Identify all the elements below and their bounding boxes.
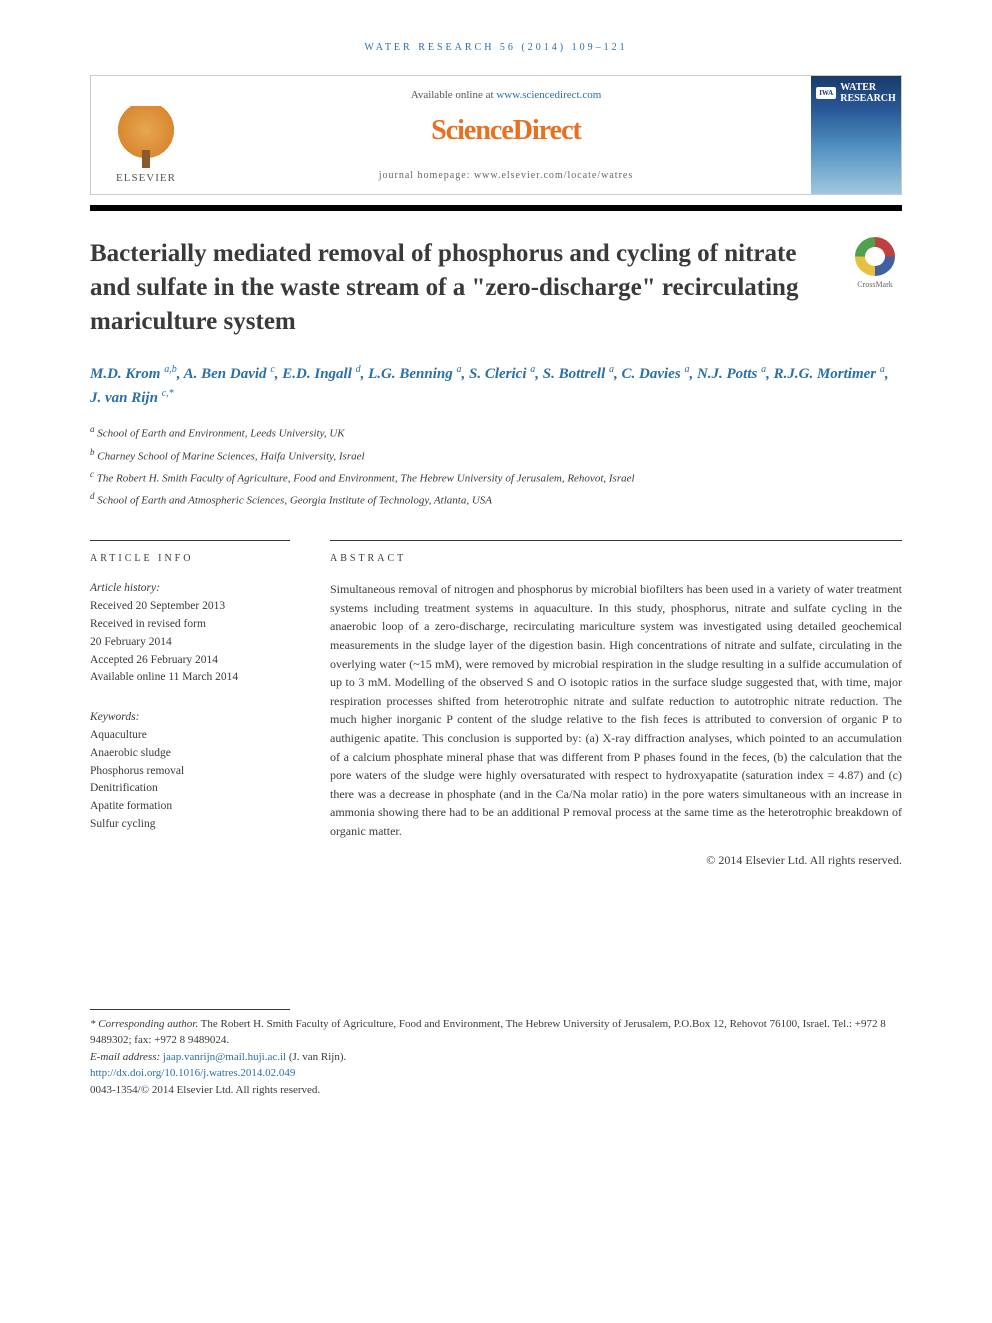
affiliation: d School of Earth and Atmospheric Scienc… (90, 489, 902, 510)
elsevier-tree-icon (116, 106, 176, 166)
history-item: Available online 11 March 2014 (90, 669, 290, 687)
article-info-column: ARTICLE INFO Article history: Received 2… (90, 540, 290, 868)
keywords-block: Keywords: AquacultureAnaerobic sludgePho… (90, 709, 290, 834)
issn-copyright: 0043-1354/© 2014 Elsevier Ltd. All right… (90, 1082, 902, 1099)
crossmark-icon (855, 237, 895, 276)
available-prefix: Available online at (411, 89, 497, 101)
sciencedirect-logo[interactable]: ScienceDirect (431, 110, 581, 152)
keyword: Aquaculture (90, 727, 290, 745)
footer-divider (90, 1009, 290, 1010)
title-row: Bacterially mediated removal of phosphor… (90, 237, 902, 338)
header-citation: WATER RESEARCH 56 (2014) 109–121 (90, 40, 902, 55)
keyword: Sulfur cycling (90, 816, 290, 834)
crossmark-label: CrossMark (857, 279, 893, 291)
keywords-label: Keywords: (90, 709, 290, 727)
corresponding-author: * Corresponding author. The Robert H. Sm… (90, 1016, 902, 1049)
journal-cover-title: WATERRESEARCH (840, 82, 896, 104)
affiliation: a School of Earth and Environment, Leeds… (90, 422, 902, 443)
top-banner: ELSEVIER Available online at www.science… (90, 75, 902, 195)
article-info-label: ARTICLE INFO (90, 540, 290, 566)
homepage-url[interactable]: www.elsevier.com/locate/watres (474, 170, 633, 181)
publisher-logo[interactable]: ELSEVIER (91, 76, 201, 194)
history-item: 20 February 2014 (90, 634, 290, 652)
history-item: Received 20 September 2013 (90, 598, 290, 616)
keyword: Denitrification (90, 780, 290, 798)
journal-cover[interactable]: IWA WATERRESEARCH (811, 76, 901, 194)
abstract-label: ABSTRACT (330, 540, 902, 566)
article-history: Article history: Received 20 September 2… (90, 580, 290, 687)
two-column-layout: ARTICLE INFO Article history: Received 2… (90, 540, 902, 868)
affiliation: b Charney School of Marine Sciences, Hai… (90, 445, 902, 466)
crossmark-badge[interactable]: CrossMark (848, 237, 902, 291)
doi-link[interactable]: http://dx.doi.org/10.1016/j.watres.2014.… (90, 1067, 295, 1079)
keyword: Phosphorus removal (90, 763, 290, 781)
sciencedirect-link[interactable]: www.sciencedirect.com (496, 89, 601, 101)
abstract-copyright: © 2014 Elsevier Ltd. All rights reserved… (330, 851, 902, 869)
authors: M.D. Krom a,b, A. Ben David c, E.D. Inga… (90, 362, 902, 410)
article-title: Bacterially mediated removal of phosphor… (90, 237, 828, 338)
publisher-name: ELSEVIER (116, 170, 176, 187)
keyword: Anaerobic sludge (90, 745, 290, 763)
email-link[interactable]: jaap.vanrijn@mail.huji.ac.il (163, 1051, 286, 1063)
iwa-badge: IWA (816, 87, 836, 100)
history-label: Article history: (90, 580, 290, 598)
footer-notes: * Corresponding author. The Robert H. Sm… (90, 1016, 902, 1099)
available-online: Available online at www.sciencedirect.co… (411, 87, 602, 104)
banner-center: Available online at www.sciencedirect.co… (201, 76, 811, 194)
abstract-column: ABSTRACT Simultaneous removal of nitroge… (330, 540, 902, 868)
divider-bar (90, 205, 902, 211)
affiliations: a School of Earth and Environment, Leeds… (90, 422, 902, 510)
history-item: Accepted 26 February 2014 (90, 652, 290, 670)
email-line: E-mail address: jaap.vanrijn@mail.huji.a… (90, 1049, 902, 1066)
journal-homepage: journal homepage: www.elsevier.com/locat… (379, 168, 634, 183)
keyword: Apatite formation (90, 798, 290, 816)
abstract-text: Simultaneous removal of nitrogen and pho… (330, 580, 902, 840)
affiliation: c The Robert H. Smith Faculty of Agricul… (90, 467, 902, 488)
history-item: Received in revised form (90, 616, 290, 634)
